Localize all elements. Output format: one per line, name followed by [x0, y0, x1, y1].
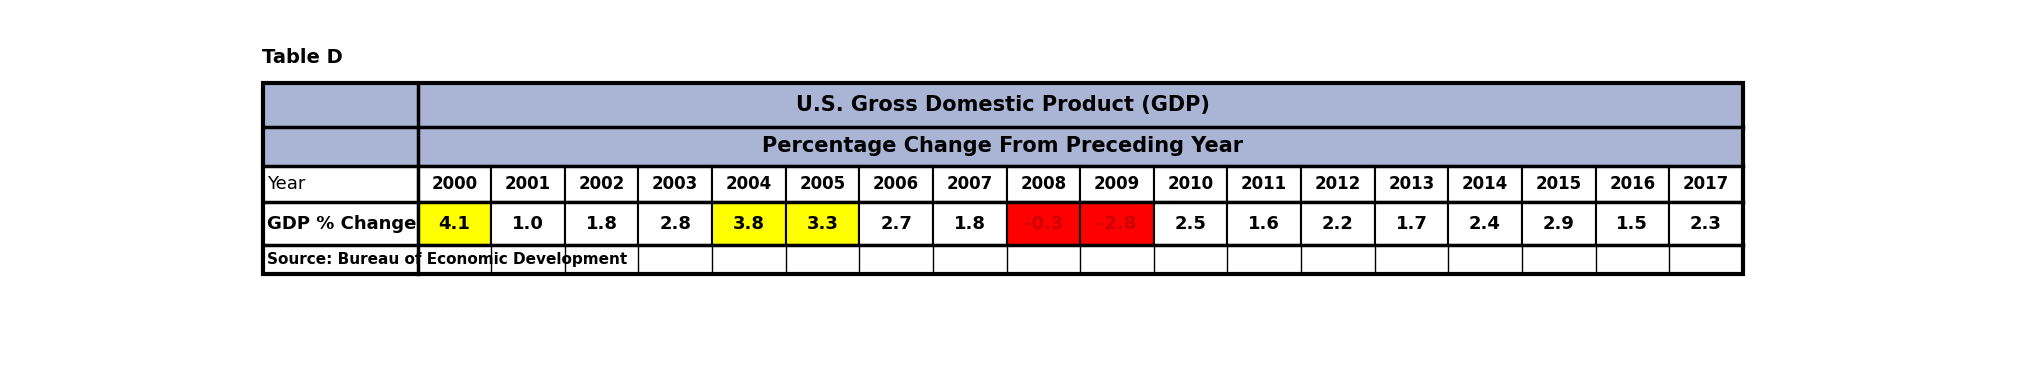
Bar	[491, 166, 565, 202]
Text: 2006: 2006	[872, 175, 919, 193]
Text: 4.1: 4.1	[438, 215, 471, 232]
Text: 2.3: 2.3	[1690, 215, 1722, 232]
Bar	[638, 166, 711, 202]
Text: 2013: 2013	[1388, 175, 1435, 193]
Bar	[1449, 202, 1522, 245]
Text: 2.5: 2.5	[1174, 215, 1206, 232]
Bar	[1007, 166, 1080, 202]
Bar	[711, 166, 785, 202]
Text: 1.6: 1.6	[1247, 215, 1280, 232]
Bar	[1007, 202, 1080, 245]
Bar	[565, 202, 638, 245]
Text: 2016: 2016	[1610, 175, 1655, 193]
Text: U.S. Gross Domestic Product (GDP): U.S. Gross Domestic Product (GDP)	[795, 95, 1211, 115]
Text: 2.9: 2.9	[1543, 215, 1575, 232]
Bar	[1154, 166, 1227, 202]
Text: 2004: 2004	[726, 175, 772, 193]
Text: 1.8: 1.8	[585, 215, 618, 232]
Bar	[1669, 202, 1742, 245]
Text: 2.7: 2.7	[880, 215, 911, 232]
Bar	[785, 166, 860, 202]
Text: 2003: 2003	[652, 175, 699, 193]
Bar	[263, 83, 1742, 127]
Bar	[1300, 166, 1374, 202]
Text: Table D: Table D	[263, 48, 342, 67]
Text: Percentage Change From Preceding Year: Percentage Change From Preceding Year	[762, 136, 1243, 156]
Bar	[263, 166, 418, 202]
Text: 2014: 2014	[1461, 175, 1508, 193]
Text: 2000: 2000	[432, 175, 477, 193]
Text: 2017: 2017	[1683, 175, 1728, 193]
Text: 2001: 2001	[505, 175, 550, 193]
Bar	[638, 202, 711, 245]
Bar	[785, 202, 860, 245]
Bar	[1669, 166, 1742, 202]
Text: 2005: 2005	[799, 175, 846, 193]
Bar	[491, 202, 565, 245]
Bar	[418, 202, 491, 245]
Bar	[1080, 202, 1154, 245]
Bar	[1596, 202, 1669, 245]
Text: 2.8: 2.8	[658, 215, 691, 232]
Bar	[1449, 166, 1522, 202]
Text: 2.4: 2.4	[1469, 215, 1502, 232]
Bar	[711, 202, 785, 245]
Bar	[860, 202, 933, 245]
Text: 2009: 2009	[1094, 175, 1139, 193]
Bar	[1154, 202, 1227, 245]
Text: Year: Year	[267, 175, 306, 193]
Text: 2008: 2008	[1021, 175, 1066, 193]
Bar	[263, 202, 418, 245]
Bar	[1227, 166, 1300, 202]
Bar	[263, 83, 1742, 274]
Text: 2002: 2002	[579, 175, 626, 193]
Bar	[1522, 166, 1596, 202]
Bar	[1596, 166, 1669, 202]
Bar	[1374, 202, 1449, 245]
Text: 2007: 2007	[946, 175, 993, 193]
Text: 2011: 2011	[1241, 175, 1288, 193]
Text: 2.2: 2.2	[1323, 215, 1353, 232]
Text: -0.3: -0.3	[1023, 215, 1064, 232]
Bar	[1080, 166, 1154, 202]
Bar	[1300, 202, 1374, 245]
Bar	[418, 166, 491, 202]
Text: 2012: 2012	[1315, 175, 1361, 193]
Text: 1.7: 1.7	[1396, 215, 1427, 232]
Text: -2.8: -2.8	[1096, 215, 1137, 232]
Text: Source: Bureau of Economic Development: Source: Bureau of Economic Development	[267, 252, 628, 267]
Text: 3.8: 3.8	[734, 215, 764, 232]
Text: 1.0: 1.0	[512, 215, 544, 232]
Text: 1.5: 1.5	[1616, 215, 1649, 232]
Bar	[263, 245, 1742, 274]
Text: 2010: 2010	[1168, 175, 1213, 193]
Text: 1.8: 1.8	[954, 215, 986, 232]
Bar	[565, 166, 638, 202]
Text: GDP % Change: GDP % Change	[267, 215, 416, 232]
Bar	[933, 166, 1007, 202]
Bar	[1522, 202, 1596, 245]
Text: 2015: 2015	[1535, 175, 1581, 193]
Bar	[933, 202, 1007, 245]
Bar	[860, 166, 933, 202]
Bar	[1227, 202, 1300, 245]
Bar	[263, 127, 1742, 166]
Bar	[1374, 166, 1449, 202]
Text: 3.3: 3.3	[807, 215, 838, 232]
